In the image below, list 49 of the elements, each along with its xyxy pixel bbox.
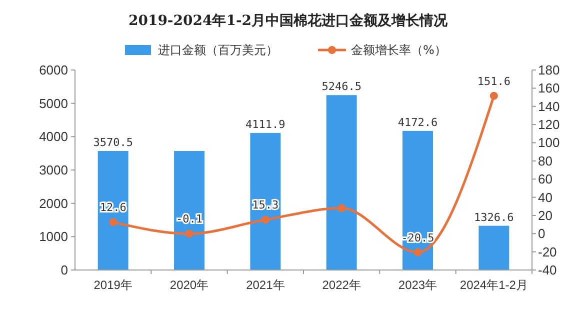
y-tick-label: 3000 <box>39 162 68 178</box>
data-label: 15.3 <box>252 198 279 212</box>
x-tick-label: 2019年 <box>94 278 132 292</box>
bar <box>402 130 433 270</box>
point <box>338 204 346 212</box>
point <box>261 216 270 224</box>
y-tick-label: 1000 <box>39 229 68 244</box>
y2-tick-label: 140 <box>538 98 560 114</box>
point <box>490 92 498 100</box>
bar <box>174 151 204 270</box>
data-label: 151.6 <box>477 74 510 88</box>
y-tick-label: 2000 <box>39 196 68 211</box>
bar <box>478 226 510 270</box>
data-label: 4172.6 <box>398 116 438 129</box>
x-tick-label: 2020年 <box>170 278 209 292</box>
data-label: 1326.6 <box>474 210 514 224</box>
point <box>109 218 118 226</box>
y-tick-label: 6000 <box>39 62 68 78</box>
y2-tick-label: 80 <box>538 153 552 168</box>
y-tick-label: 4000 <box>39 129 68 144</box>
x-tick-label: 2022年 <box>322 278 361 292</box>
data-label: 5246.5 <box>322 80 362 94</box>
y2-tick-label: 20 <box>538 208 552 223</box>
point <box>185 230 194 238</box>
legend-label: 进口金额（百万美元） <box>158 43 278 57</box>
y-tick-label: 5000 <box>39 96 68 111</box>
point <box>414 248 422 256</box>
legend-label: 金额增长率（%） <box>351 43 446 57</box>
data-label: 4111.9 <box>246 118 286 131</box>
y2-tick-label: 0 <box>538 226 546 242</box>
y2-tick-label: 160 <box>538 80 560 96</box>
bar <box>98 150 128 270</box>
y2-tick-label: 100 <box>538 135 560 150</box>
y2-tick-label: 180 <box>538 62 560 78</box>
x-tick-label: 2023年 <box>398 278 438 292</box>
bar <box>326 95 357 270</box>
chart-title: 2019-2024年1-2月中国棉花进口金额及增长情况 <box>128 12 449 29</box>
y2-tick-label: 40 <box>538 190 552 205</box>
x-tick-label: 2024年1-2月 <box>460 278 528 292</box>
y2-tick-label: -40 <box>538 262 557 278</box>
y2-tick-label: 120 <box>538 117 560 132</box>
y2-tick-label: 60 <box>538 172 552 187</box>
y-tick-label: 0 <box>60 262 68 278</box>
data-label: 12.6 <box>100 201 126 214</box>
x-tick-label: 2021年 <box>246 278 285 292</box>
bar <box>250 132 281 270</box>
data-label: 3570.5 <box>93 136 133 149</box>
y2-tick-label: -20 <box>538 244 557 260</box>
data-label: -0.1 <box>176 212 202 226</box>
